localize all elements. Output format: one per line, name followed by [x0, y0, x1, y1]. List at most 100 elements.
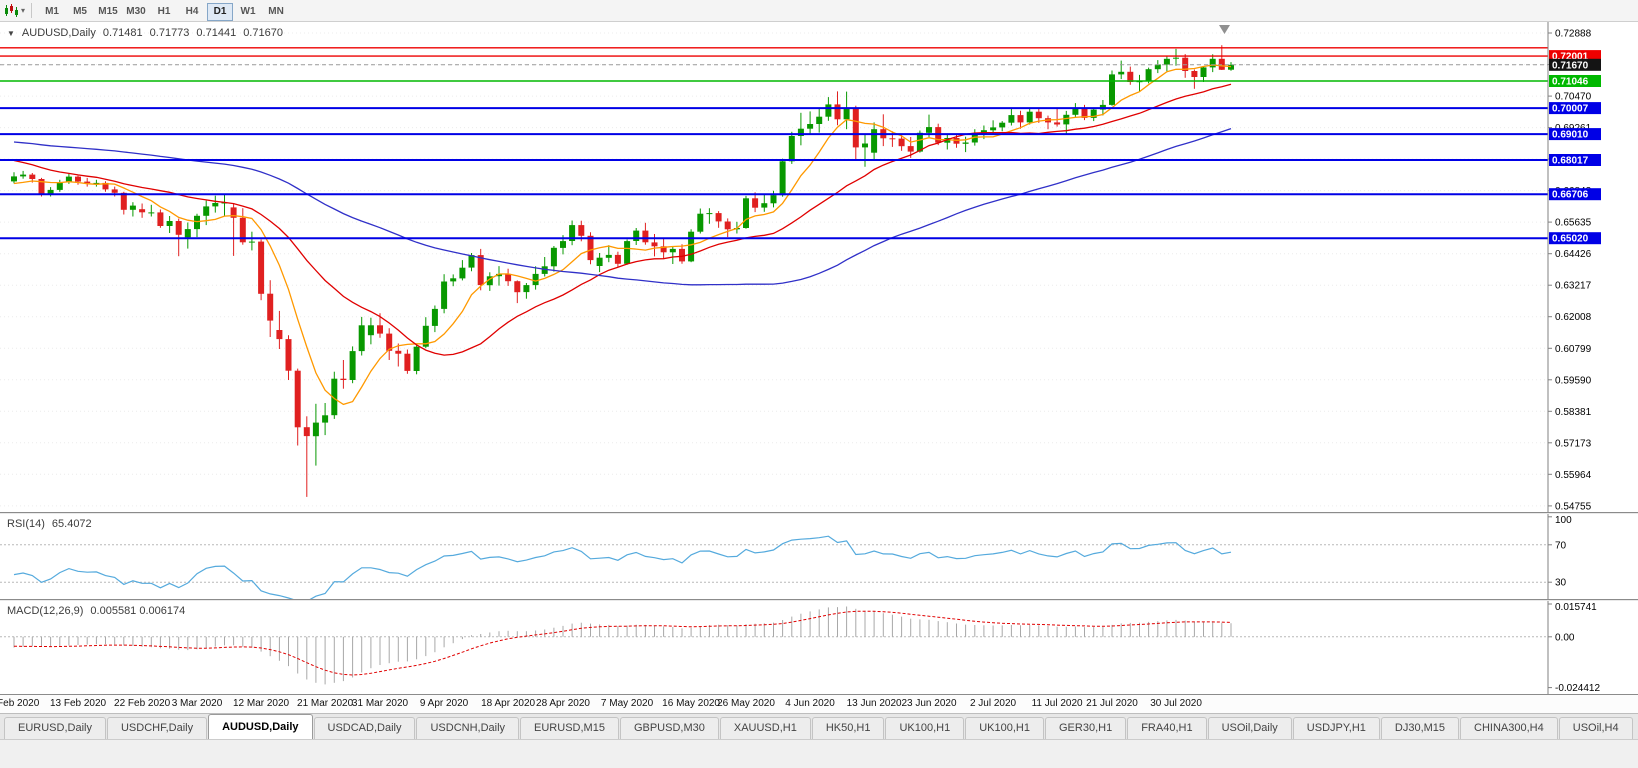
chart-tab-audusd-daily[interactable]: AUDUSD,Daily [208, 714, 313, 739]
svg-text:0.71046: 0.71046 [1552, 77, 1589, 88]
panel-separator[interactable] [0, 512, 1638, 514]
timeframe-toolbar: ▾ M1 M5 M15 M30 H1 H4 D1 W1 MN [0, 0, 1638, 22]
chart-menu-arrow[interactable]: ▼ [7, 29, 15, 38]
chart-title: ▼ AUDUSD,Daily 0.71481 0.71773 0.71441 0.7167… [7, 27, 290, 39]
chart-tab-hk50-h1[interactable]: HK50,H1 [811, 717, 885, 739]
svg-text:0.65635: 0.65635 [1555, 218, 1592, 229]
svg-text:0.68017: 0.68017 [1552, 156, 1589, 167]
timeframe-button-h4[interactable]: H4 [185, 5, 199, 17]
date-label: 13 Feb 2020 [49, 698, 107, 709]
rsi-title: RSI(14) 65.4072 [7, 518, 99, 530]
date-label: 28 Apr 2020 [536, 698, 590, 709]
timeframe-button-d1[interactable]: D1 [207, 2, 234, 21]
candlestick-glyph [5, 3, 18, 17]
rsi-value: 65.4072 [51, 518, 92, 530]
chart-type-caret-icon[interactable]: ▾ [21, 6, 26, 15]
date-label: 23 Jun 2020 [901, 698, 957, 709]
date-label: 11 Jul 2020 [1031, 698, 1083, 709]
macd-histogram [13, 606, 1232, 685]
macd-signal-line [13, 610, 1232, 676]
candles-layer [11, 45, 1234, 497]
svg-text:70: 70 [1555, 540, 1567, 551]
chart-tab-xauusd-h1[interactable]: XAUUSD,H1 [719, 717, 811, 739]
macd-title: MACD(12,26,9) 0.005581 0.006174 [7, 605, 192, 617]
chart-tab-usdjpy-h1[interactable]: USDJPY,H1 [1292, 717, 1380, 739]
date-label: 22 Feb 2020 [114, 698, 171, 709]
chart-tab-usdcad-daily[interactable]: USDCAD,Daily [313, 717, 416, 739]
rsi-scale[interactable]: 100 70 30 [1547, 514, 1572, 599]
ohlc-open: 0.71481 [102, 27, 143, 39]
chart-tab-bar: EURUSD,Daily USDCHF,Daily AUDUSD,Daily USDC… [0, 713, 1638, 739]
svg-text:0.57173: 0.57173 [1555, 438, 1592, 449]
chart-tab-usdchf-daily[interactable]: USDCHF,Daily [106, 717, 208, 739]
timeframe-button-m30[interactable]: M30 [126, 5, 146, 17]
date-label: 21 Mar 2020 [297, 698, 354, 709]
chart-tab-china300-h4[interactable]: CHINA300,H4 [1460, 717, 1558, 739]
timeframe-button-m15[interactable]: M15 [98, 5, 118, 17]
svg-text:0.55964: 0.55964 [1555, 470, 1592, 481]
svg-text:-0.024412: -0.024412 [1555, 683, 1600, 694]
date-label: 26 May 2020 [717, 698, 775, 709]
timeframe-button-h1[interactable]: H1 [157, 5, 171, 17]
svg-text:0.72888: 0.72888 [1555, 29, 1592, 40]
chart-tab-fra40-h1[interactable]: FRA40,H1 [1127, 717, 1207, 739]
date-label: 4 Jun 2020 [785, 698, 835, 709]
timeframe-button-mn[interactable]: MN [268, 5, 284, 17]
chart-tab-dj30-m15[interactable]: DJ30,M15 [1380, 717, 1460, 739]
ohlc-low: 0.71441 [196, 27, 237, 39]
chart-tab-ger30-h1[interactable]: GER30,H1 [1045, 717, 1127, 739]
svg-text:0.00: 0.00 [1555, 632, 1575, 643]
price-chart-canvas[interactable]: 0.728880.716790.704700.692610.680520.668… [0, 22, 1638, 512]
svg-text:100: 100 [1555, 515, 1572, 526]
svg-text:30: 30 [1555, 578, 1567, 589]
svg-text:0.66706: 0.66706 [1552, 190, 1589, 201]
svg-text:0.015741: 0.015741 [1555, 602, 1597, 613]
timeframe-button-m1[interactable]: M1 [45, 5, 59, 17]
chart-tab-eurusd-daily[interactable]: EURUSD,Daily [4, 717, 106, 739]
chart-tab-eurusd-m15[interactable]: EURUSD,M15 [520, 717, 619, 739]
date-label: 3 Mar 2020 [171, 698, 223, 709]
date-label: 7 May 2020 [600, 698, 654, 709]
horizontal-levels-layer[interactable] [0, 47, 1548, 240]
symbol-period-label: AUDUSD,Daily [21, 27, 96, 39]
ohlc-close: 0.71670 [243, 27, 283, 39]
macd-value: 0.005581 0.006174 [90, 605, 186, 617]
panel-separator[interactable] [0, 599, 1638, 601]
date-label: 21 Jul 2020 [1086, 698, 1138, 709]
price-scale[interactable]: 0.728880.716790.704700.692610.680520.668… [1547, 22, 1601, 512]
date-label: 16 May 2020 [662, 698, 721, 709]
svg-text:0.69010: 0.69010 [1552, 130, 1589, 141]
svg-text:0.62008: 0.62008 [1555, 312, 1592, 323]
svg-text:0.63217: 0.63217 [1555, 281, 1592, 292]
chart-shift-marker[interactable] [1219, 25, 1230, 34]
chart-tab-usoil-daily[interactable]: USOil,Daily [1207, 717, 1292, 739]
chart-tab-gbpusd-m30[interactable]: GBPUSD,M30 [619, 717, 719, 739]
chart-type-icon[interactable] [4, 3, 20, 18]
svg-text:0.54755: 0.54755 [1555, 501, 1592, 512]
timeframe-button-w1[interactable]: W1 [240, 5, 256, 17]
svg-text:0.65020: 0.65020 [1552, 234, 1589, 245]
date-label: 30 Jul 2020 [1150, 698, 1202, 709]
moving-averages-layer [13, 64, 1232, 406]
macd-scale[interactable]: 0.015741 0.00 -0.024412 [1547, 601, 1600, 694]
svg-text:0.64426: 0.64426 [1555, 249, 1592, 260]
svg-text:0.71670: 0.71670 [1552, 60, 1589, 71]
svg-text:0.59590: 0.59590 [1555, 375, 1592, 386]
macd-name: MACD(12,26,9) [7, 605, 84, 617]
chart-tab-usoil-h4[interactable]: USOil,H4 [1558, 717, 1633, 739]
svg-text:0.58381: 0.58381 [1555, 407, 1592, 418]
rsi-name: RSI(14) [7, 518, 45, 530]
macd-panel-canvas[interactable]: 0.015741 0.00 -0.024412 [0, 601, 1638, 694]
svg-text:0.72001: 0.72001 [1552, 52, 1589, 63]
svg-text:0.70470: 0.70470 [1555, 92, 1592, 103]
chart-tab-uk100-h1[interactable]: UK100,H1 [885, 717, 965, 739]
date-label: 12 Mar 2020 [232, 698, 290, 709]
timeframe-button-m5[interactable]: M5 [73, 5, 87, 17]
chart-tab-uk100-h1[interactable]: UK100,H1 [965, 717, 1044, 739]
rsi-levels [0, 544, 1548, 583]
rsi-panel-canvas[interactable]: 100 70 30 [0, 514, 1638, 602]
date-label: 9 Apr 2020 [419, 698, 469, 709]
chart-tab-usdcnh-daily[interactable]: USDCNH,Daily [416, 717, 520, 739]
